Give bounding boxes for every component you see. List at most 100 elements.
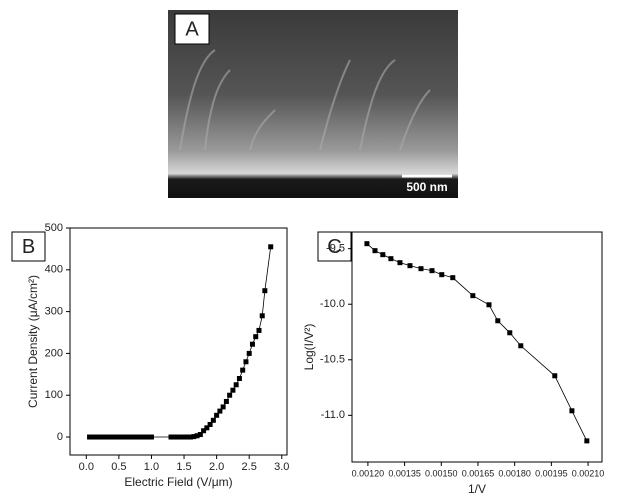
data-point	[214, 412, 220, 418]
data-point	[178, 434, 184, 440]
data-point	[142, 434, 148, 440]
x-tick-label: 0.00210	[572, 468, 605, 478]
data-point	[122, 434, 128, 440]
x-tick-label: 0.00180	[498, 468, 531, 478]
data-point	[584, 438, 590, 444]
data-point	[220, 404, 226, 410]
data-point	[96, 434, 102, 440]
data-point	[191, 434, 197, 440]
data-point	[486, 302, 492, 308]
data-point	[439, 272, 445, 278]
data-point	[181, 434, 187, 440]
data-point	[148, 434, 154, 440]
data-point	[100, 434, 106, 440]
data-point	[262, 288, 268, 294]
x-axis-label: Electric Field (V/μm)	[124, 475, 232, 489]
x-tick-label: 0.5	[111, 461, 126, 473]
data-point	[116, 434, 122, 440]
data-point	[233, 382, 239, 388]
y-axis-label: Current Density (μA/cm²)	[26, 275, 40, 408]
data-point	[243, 359, 249, 365]
y-tick-label: 100	[45, 389, 63, 401]
data-point	[253, 334, 259, 340]
data-point	[249, 341, 255, 347]
sem-texture	[179, 49, 431, 151]
data-point	[223, 398, 229, 404]
data-point	[139, 434, 145, 440]
data-point	[450, 275, 456, 281]
y-tick-label: -10.0	[320, 298, 345, 310]
y-tick-label: 500	[45, 222, 63, 234]
x-tick-label: 0.00120	[352, 468, 385, 478]
x-tick-label: 0.00195	[535, 468, 568, 478]
data-point	[236, 375, 242, 381]
scale-bar-label: 500 nm	[406, 180, 447, 194]
y-tick-label: 300	[45, 306, 63, 318]
panel-label-box	[11, 231, 46, 262]
sem-image: A 500 nm	[168, 10, 458, 198]
data-point	[388, 256, 394, 262]
data-point	[119, 434, 125, 440]
data-point	[407, 263, 413, 269]
data-line	[89, 246, 272, 438]
data-point	[418, 266, 424, 272]
data-point	[230, 387, 236, 393]
data-point	[259, 313, 265, 319]
data-point	[109, 434, 115, 440]
data-point	[135, 434, 141, 440]
data-point	[204, 425, 210, 431]
data-point	[171, 434, 177, 440]
data-point	[470, 293, 476, 299]
data-point	[240, 367, 246, 373]
y-tick-label: 400	[45, 264, 63, 276]
x-tick-label: 0.0	[79, 461, 94, 473]
x-tick-label: 0.00135	[388, 468, 421, 478]
data-point	[87, 434, 93, 440]
y-tick-label: -10.5	[320, 354, 345, 366]
data-line	[366, 243, 588, 442]
y-tick-label: -9.5	[326, 243, 345, 255]
data-point	[256, 327, 262, 333]
panel-label: C	[327, 236, 341, 258]
data-point	[145, 434, 151, 440]
data-point	[268, 244, 274, 250]
data-point	[93, 434, 99, 440]
data-point	[210, 417, 216, 423]
data-point	[569, 408, 575, 414]
plot-frame	[351, 231, 603, 463]
data-point	[364, 241, 370, 247]
panel-label-box	[317, 231, 352, 262]
data-point	[126, 434, 132, 440]
data-point	[372, 248, 378, 254]
y-tick-label: -11.0	[321, 409, 345, 421]
data-point	[132, 434, 138, 440]
data-point	[90, 434, 96, 440]
data-point	[518, 343, 524, 349]
data-point	[188, 434, 194, 440]
data-point	[380, 252, 386, 258]
data-point	[194, 433, 200, 439]
data-point	[429, 268, 435, 274]
x-tick-label: 3.0	[274, 461, 289, 473]
data-point	[113, 434, 119, 440]
data-point	[217, 408, 223, 414]
data-point	[168, 434, 174, 440]
x-tick-label: 1.5	[176, 461, 191, 473]
data-point	[552, 373, 558, 379]
x-tick-label: 1.0	[144, 461, 159, 473]
panel-label: A	[185, 18, 199, 40]
panel-label-box	[174, 13, 210, 45]
x-tick-label: 2.5	[242, 461, 257, 473]
data-point	[129, 434, 135, 440]
data-point	[246, 350, 252, 356]
data-point	[201, 428, 207, 434]
data-point	[106, 434, 112, 440]
x-tick-label: 0.00165	[462, 468, 495, 478]
plot-frame	[69, 227, 288, 456]
panel-label: B	[22, 236, 35, 258]
data-point	[397, 260, 403, 266]
data-point	[495, 318, 501, 324]
x-axis-label: 1/V	[468, 482, 486, 495]
data-point	[507, 330, 513, 336]
